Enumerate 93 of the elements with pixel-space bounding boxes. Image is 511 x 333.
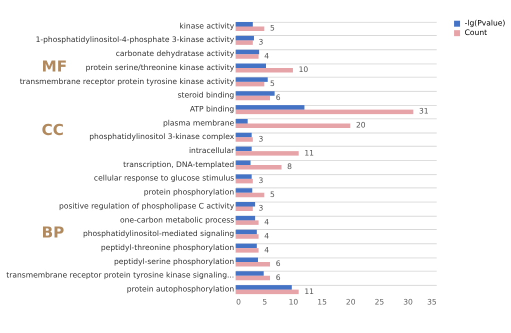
- y-tick-label: intracellular: [188, 146, 236, 156]
- x-tick-label: 10: [288, 297, 298, 306]
- x-tick-label: 35: [427, 297, 437, 306]
- y-tick-label: 1-phosphatidylinositol-4-phosphate 3-kinase activity: [36, 35, 235, 44]
- data-label: 4: [264, 51, 270, 60]
- data-label: 8: [287, 162, 292, 172]
- bar: [236, 151, 299, 156]
- data-label: 6: [276, 259, 281, 268]
- bar: [236, 276, 270, 280]
- y-tick-label: carbonate dehydratase activity: [116, 49, 235, 58]
- legend-label: -lg(Pvalue): [464, 18, 506, 28]
- data-label: 5: [270, 79, 275, 88]
- bar: [236, 64, 266, 68]
- bar: [236, 262, 270, 266]
- bar: [236, 146, 252, 152]
- y-tick-label: protein autophosphorylation: [126, 284, 234, 294]
- bar: [236, 36, 254, 40]
- y-tick-label: protein phosphorylation: [144, 188, 234, 197]
- y-tick-label: kinase activity: [179, 21, 235, 30]
- data-label: 20: [356, 120, 366, 130]
- y-tick-label: peptidyl-serine phosphorylation: [114, 256, 234, 266]
- legend-label: Count: [464, 28, 488, 38]
- bar: [236, 160, 251, 166]
- bar: [236, 132, 252, 138]
- data-label: 3: [258, 37, 264, 46]
- x-tick-label: 15: [317, 297, 328, 306]
- bar: [236, 206, 253, 212]
- bar: [236, 110, 414, 114]
- y-tick-label: positive regulation of phospholipase C activity: [59, 201, 235, 210]
- bar: [236, 165, 282, 170]
- bar: [236, 216, 256, 220]
- x-tick-label: 5: [262, 297, 268, 306]
- bar: [236, 174, 252, 179]
- bar: [236, 271, 264, 276]
- text: MF: [42, 58, 68, 76]
- text: CC: [42, 121, 64, 140]
- data-label: 3: [258, 176, 264, 185]
- bar: [236, 40, 253, 45]
- y-tick-label: cellular response to glucose stimulus: [94, 174, 234, 183]
- text: BP: [42, 223, 64, 242]
- data-label: 3: [258, 134, 264, 144]
- y-tick-label: phosphatidylinositol-mediated signaling: [82, 229, 234, 238]
- bar: [236, 137, 253, 142]
- bar: [236, 220, 259, 225]
- bar: [236, 244, 257, 248]
- bar: [236, 188, 252, 193]
- y-tick-label: peptidyl-threonine phosphorylation: [100, 243, 234, 252]
- data-label: 4: [264, 231, 270, 240]
- x-tick-label: 25: [374, 297, 384, 306]
- data-label: 11: [304, 148, 314, 158]
- data-label: 4: [264, 245, 270, 254]
- y-tick-label: transcription, DNA-templated: [123, 160, 234, 169]
- bar: [236, 202, 256, 207]
- y-tick-label: plasma membrane: [162, 118, 235, 128]
- bar: [236, 96, 270, 100]
- y-tick-label: phosphatidylinositol 3-kinase complex: [89, 132, 235, 142]
- bar: [236, 257, 258, 262]
- bar: [236, 91, 275, 96]
- bar: [236, 178, 253, 184]
- bar: [236, 77, 268, 82]
- data-label: 4: [264, 218, 270, 227]
- data-label: 5: [270, 24, 275, 33]
- y-tick-label: ATP binding: [190, 104, 234, 114]
- data-label: 3: [258, 204, 264, 213]
- bar: [236, 105, 304, 110]
- data-label: 11: [304, 286, 314, 296]
- y-tick-label: one-carbon metabolic process: [120, 215, 234, 224]
- x-tick-label: 30: [403, 297, 414, 306]
- bar: [236, 248, 259, 253]
- y-tick-label: transmembrane receptor protein tyrosine kinase activity: [20, 76, 235, 86]
- bar: [236, 290, 299, 294]
- bar: [236, 123, 350, 128]
- bar: [236, 50, 260, 54]
- data-label: 10: [298, 65, 308, 74]
- data-label: 6: [276, 272, 281, 282]
- bar: [236, 26, 264, 31]
- bar: [236, 82, 264, 86]
- bar: [236, 22, 253, 26]
- bar: [236, 230, 257, 234]
- data-label: 31: [418, 106, 429, 116]
- y-tick-label: transmembrane receptor protein tyrosine kinase signaling...: [6, 270, 234, 280]
- data-label: 5: [270, 190, 275, 199]
- bar: [236, 285, 292, 290]
- y-tick-label: steroid binding: [178, 90, 234, 100]
- x-tick-label: 0: [236, 297, 242, 306]
- y-tick-label: protein serine/threonine kinase activity: [86, 62, 235, 72]
- bar: [236, 118, 248, 124]
- bar: [236, 68, 293, 73]
- x-tick-label: 20: [346, 297, 356, 306]
- bar: [236, 234, 259, 239]
- bar: [236, 54, 259, 59]
- bar: [236, 192, 264, 198]
- data-label: 6: [276, 92, 281, 102]
